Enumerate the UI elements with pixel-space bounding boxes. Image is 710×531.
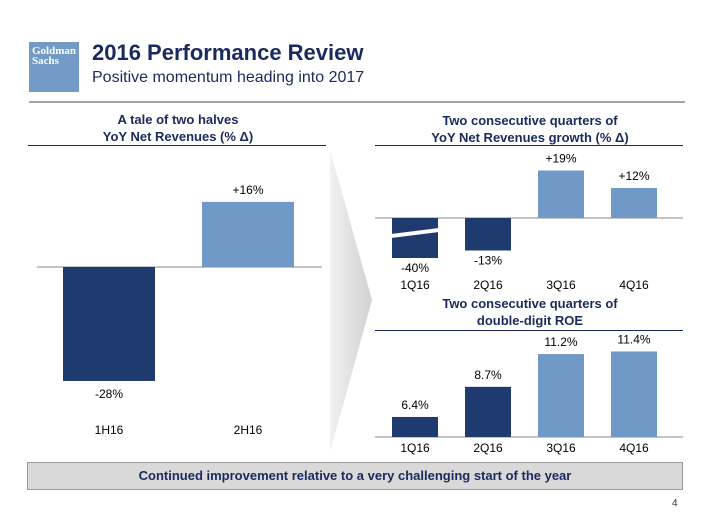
data-label: 6.4% <box>401 398 429 412</box>
bar-3Q16 <box>538 170 584 218</box>
roe-chart-heading: Two consecutive quarters of double-digit… <box>375 295 685 329</box>
goldman-sachs-logo: Goldman Sachs <box>29 42 79 92</box>
left-chart-heading: A tale of two halves YoY Net Revenues (%… <box>28 111 328 145</box>
category-label: 1Q16 <box>400 441 430 455</box>
bar-2H16 <box>202 201 294 267</box>
data-label: 11.2% <box>544 335 577 349</box>
category-label: 2Q16 <box>473 441 503 455</box>
category-label: 3Q16 <box>546 441 576 455</box>
roe-chart-subtitle: double-digit ROE <box>476 313 584 328</box>
rev-chart-title: Two consecutive quarters of <box>442 113 618 128</box>
bar-2Q16 <box>465 218 511 251</box>
roe-chart-title: Two consecutive quarters of <box>442 296 618 311</box>
data-label: -40% <box>401 261 429 275</box>
category-label: 4Q16 <box>619 278 649 292</box>
roe-heading-underline <box>375 330 683 331</box>
rev-chart-subtitle: YoY Net Revenues growth (% Δ) <box>431 130 629 145</box>
category-label: 1H16 <box>95 423 124 437</box>
right-top-heading-underline <box>375 145 683 146</box>
left-chart-subtitle: YoY Net Revenues (% Δ) <box>102 129 254 144</box>
data-label: +16% <box>232 183 263 197</box>
bar-1H16 <box>63 267 155 381</box>
left-chart-title: A tale of two halves <box>117 112 239 127</box>
data-label: 11.4% <box>617 332 650 346</box>
page-subtitle: Positive momentum heading into 2017 <box>92 69 365 86</box>
data-label: -28% <box>95 387 123 401</box>
data-label: -13% <box>474 254 502 268</box>
data-label: +19% <box>545 152 576 166</box>
category-label: 3Q16 <box>546 278 576 292</box>
summary-banner: Continued improvement relative to a very… <box>27 462 683 490</box>
bar-2Q16 <box>465 386 511 437</box>
data-label: 8.7% <box>474 368 502 382</box>
header-divider <box>29 101 685 103</box>
page-number: 4 <box>672 498 678 509</box>
bar-4Q16 <box>611 351 657 437</box>
bar-4Q16 <box>611 188 657 218</box>
bar-1Q16 <box>392 416 438 437</box>
left-heading-underline <box>28 145 326 146</box>
bar-1Q16 <box>392 218 438 258</box>
bar-3Q16 <box>538 354 584 437</box>
right-top-chart-heading: Two consecutive quarters of YoY Net Reve… <box>375 112 685 146</box>
data-label: +12% <box>618 169 649 183</box>
category-label: 2Q16 <box>473 278 503 292</box>
page-title: 2016 Performance Review <box>92 40 364 65</box>
category-label: 1Q16 <box>400 278 430 292</box>
transition-arrow <box>330 150 372 452</box>
axis-break-mark <box>391 228 439 238</box>
category-label: 4Q16 <box>619 441 649 455</box>
category-label: 2H16 <box>234 423 263 437</box>
